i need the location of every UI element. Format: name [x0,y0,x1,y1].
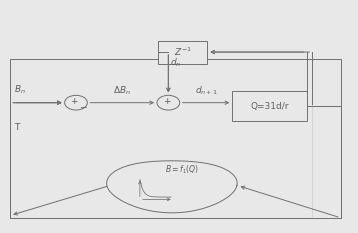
Circle shape [157,95,180,110]
Text: Q=31d/r: Q=31d/r [250,102,289,111]
Bar [232,91,307,121]
Bar [158,41,207,64]
Circle shape [64,95,87,110]
Text: $d_n$: $d_n$ [170,57,182,69]
Text: −: − [79,102,86,111]
Text: T: T [15,123,20,132]
Text: $d_{n+1}$: $d_{n+1}$ [194,84,217,97]
Text: +: + [163,97,170,106]
Polygon shape [107,161,237,213]
Bar [10,59,340,218]
Text: $B_n$: $B_n$ [14,84,26,96]
Text: $B=f_1(Q)$: $B=f_1(Q)$ [165,164,200,176]
Text: $Z^{-1}$: $Z^{-1}$ [174,46,192,58]
Text: +: + [71,97,78,106]
Text: $\Delta B_n$: $\Delta B_n$ [113,84,131,97]
